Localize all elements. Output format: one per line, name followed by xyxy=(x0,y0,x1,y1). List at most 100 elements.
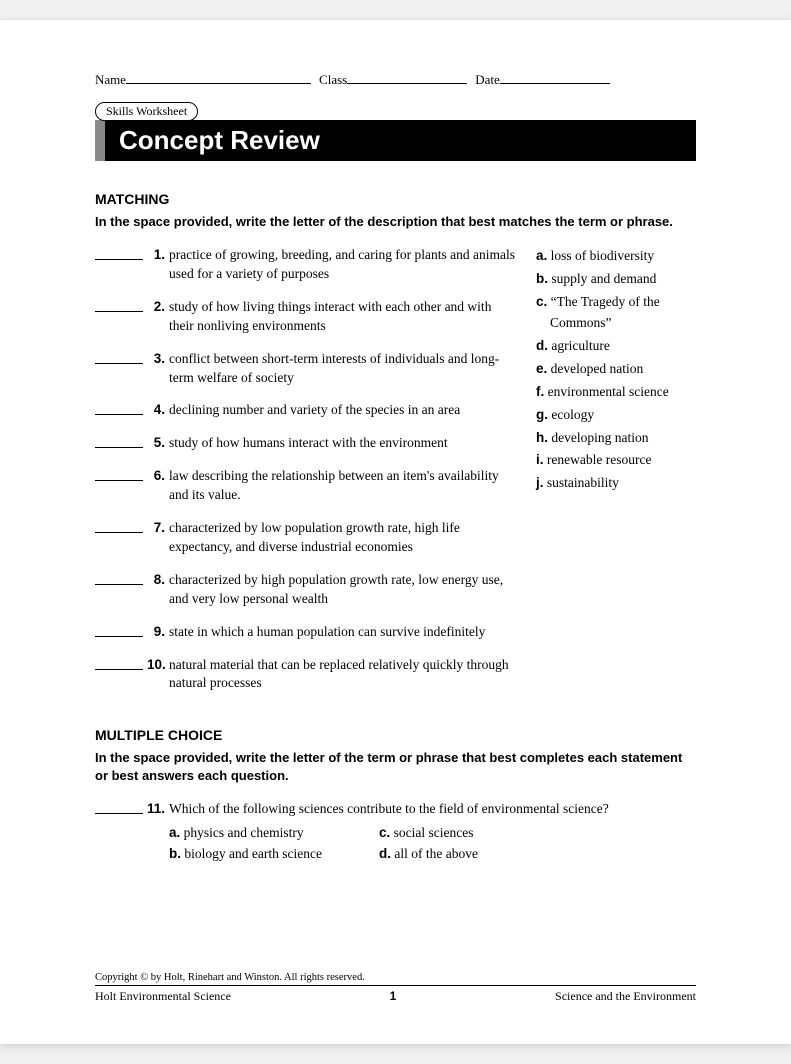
date-field-group: Date xyxy=(475,70,610,88)
choice-letter: d. xyxy=(379,846,391,861)
choice-letter: b. xyxy=(169,846,181,861)
mc-choice-column: a. physics and chemistry b. biology and … xyxy=(169,823,379,864)
answer-blank[interactable] xyxy=(95,623,143,637)
option-letter: e. xyxy=(536,361,547,376)
question-number: 3. xyxy=(147,350,169,388)
question-number: 8. xyxy=(147,571,169,609)
choice-text: physics and chemistry xyxy=(184,825,304,840)
page-number: 1 xyxy=(390,989,397,1004)
mc-choices: a. physics and chemistry b. biology and … xyxy=(169,823,696,864)
question-text: characterized by low population growth r… xyxy=(169,519,516,557)
question-number: 9. xyxy=(147,623,169,642)
question-text: conflict between short-term interests of… xyxy=(169,350,516,388)
question-number: 11. xyxy=(147,800,169,863)
matching-question: 4. declining number and variety of the s… xyxy=(95,401,516,420)
question-number: 5. xyxy=(147,434,169,453)
name-field-group: Name xyxy=(95,70,311,88)
matching-question: 6. law describing the relationship betwe… xyxy=(95,467,516,505)
answer-blank[interactable] xyxy=(95,467,143,481)
matching-option: a. loss of biodiversity xyxy=(536,246,696,267)
mc-heading: MULTIPLE CHOICE xyxy=(95,727,696,743)
matching-question: 2. study of how living things interact w… xyxy=(95,298,516,336)
question-number: 10. xyxy=(147,656,169,694)
answer-blank[interactable] xyxy=(95,571,143,585)
matching-option: c. “The Tragedy of the Commons” xyxy=(536,292,696,334)
mc-choice: a. physics and chemistry xyxy=(169,823,379,843)
option-letter: d. xyxy=(536,338,548,353)
question-text: state in which a human population can su… xyxy=(169,623,516,642)
question-text: natural material that can be replaced re… xyxy=(169,656,516,694)
option-letter: i. xyxy=(536,452,544,467)
matching-question: 9. state in which a human population can… xyxy=(95,623,516,642)
matching-question: 5. study of how humans interact with the… xyxy=(95,434,516,453)
question-text: study of how humans interact with the en… xyxy=(169,434,516,453)
option-letter: c. xyxy=(536,294,547,309)
matching-heading: MATCHING xyxy=(95,191,696,207)
matching-questions: 1. practice of growing, breeding, and ca… xyxy=(95,246,516,707)
option-text: loss of biodiversity xyxy=(551,248,655,263)
matching-instructions: In the space provided, write the letter … xyxy=(95,213,696,231)
choice-text: social sciences xyxy=(394,825,474,840)
matching-question: 3. conflict between short-term interests… xyxy=(95,350,516,388)
choice-text: all of the above xyxy=(394,846,478,861)
option-text: supply and demand xyxy=(551,271,656,286)
matching-option: i. renewable resource xyxy=(536,450,696,471)
class-blank[interactable] xyxy=(347,70,467,84)
answer-blank[interactable] xyxy=(95,401,143,415)
answer-blank[interactable] xyxy=(95,246,143,260)
page-title: Concept Review xyxy=(95,120,696,161)
choice-letter: a. xyxy=(169,825,180,840)
answer-blank[interactable] xyxy=(95,800,143,814)
matching-options: a. loss of biodiversity b. supply and de… xyxy=(536,246,696,707)
matching-question: 1. practice of growing, breeding, and ca… xyxy=(95,246,516,284)
mc-choice-column: c. social sciences d. all of the above xyxy=(379,823,589,864)
question-text: declining number and variety of the spec… xyxy=(169,401,516,420)
footer-left: Holt Environmental Science xyxy=(95,989,231,1004)
option-letter: h. xyxy=(536,430,548,445)
mc-question-body: Which of the following sciences contribu… xyxy=(169,800,696,863)
option-text: developed nation xyxy=(551,361,644,376)
matching-question: 7. characterized by low population growt… xyxy=(95,519,516,557)
matching-question: 10. natural material that can be replace… xyxy=(95,656,516,694)
question-number: 6. xyxy=(147,467,169,505)
mc-choice: b. biology and earth science xyxy=(169,844,379,864)
question-number: 4. xyxy=(147,401,169,420)
matching-question: 8. characterized by high population grow… xyxy=(95,571,516,609)
answer-blank[interactable] xyxy=(95,519,143,533)
option-letter: b. xyxy=(536,271,548,286)
footer-right: Science and the Environment xyxy=(555,989,696,1004)
option-text: environmental science xyxy=(548,384,669,399)
choice-text: biology and earth science xyxy=(184,846,322,861)
answer-blank[interactable] xyxy=(95,656,143,670)
question-number: 2. xyxy=(147,298,169,336)
question-text: characterized by high population growth … xyxy=(169,571,516,609)
class-label: Class xyxy=(319,72,347,88)
date-blank[interactable] xyxy=(500,70,610,84)
option-text: developing nation xyxy=(551,430,648,445)
name-blank[interactable] xyxy=(126,70,311,84)
mc-choice: c. social sciences xyxy=(379,823,589,843)
header-fields: Name Class Date xyxy=(95,70,696,88)
answer-blank[interactable] xyxy=(95,298,143,312)
question-text: study of how living things interact with… xyxy=(169,298,516,336)
answer-blank[interactable] xyxy=(95,434,143,448)
class-field-group: Class xyxy=(319,70,467,88)
option-letter: a. xyxy=(536,248,547,263)
question-text: practice of growing, breeding, and carin… xyxy=(169,246,516,284)
page-footer: Copyright © by Holt, Rinehart and Winsto… xyxy=(95,972,696,1004)
matching-option: g. ecology xyxy=(536,405,696,426)
matching-section: 1. practice of growing, breeding, and ca… xyxy=(95,246,696,707)
option-letter: g. xyxy=(536,407,548,422)
option-letter: f. xyxy=(536,384,544,399)
option-text: “The Tragedy of the Commons” xyxy=(550,294,660,330)
matching-option: h. developing nation xyxy=(536,428,696,449)
option-text: ecology xyxy=(551,407,594,422)
matching-option: f. environmental science xyxy=(536,382,696,403)
matching-option: e. developed nation xyxy=(536,359,696,380)
answer-blank[interactable] xyxy=(95,350,143,364)
matching-option: b. supply and demand xyxy=(536,269,696,290)
question-text: law describing the relationship between … xyxy=(169,467,516,505)
question-number: 7. xyxy=(147,519,169,557)
option-text: agriculture xyxy=(551,338,609,353)
option-text: renewable resource xyxy=(547,452,652,467)
